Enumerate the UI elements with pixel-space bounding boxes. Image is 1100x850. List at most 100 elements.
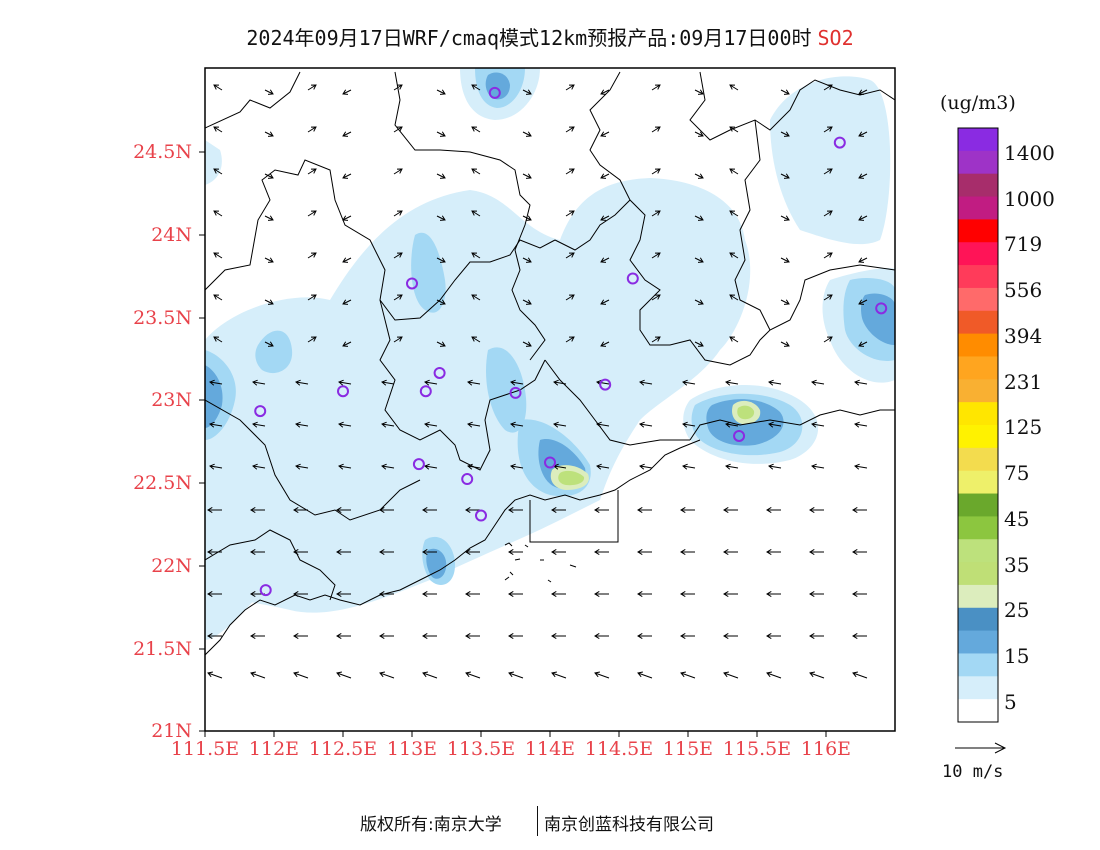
- wind-arrow: [729, 84, 739, 91]
- lat-label-24: 24N: [151, 224, 192, 246]
- wind-arrow: [379, 506, 394, 514]
- lon-label-112: 112E: [248, 738, 300, 760]
- legend-swatch: [958, 539, 998, 563]
- wind-arrow: [694, 257, 704, 263]
- wind-arrow: [723, 671, 739, 679]
- wind-arrow: [594, 632, 609, 640]
- wind-arrow: [823, 336, 833, 343]
- wind-arrow: [336, 506, 351, 514]
- wind-arrow: [551, 506, 566, 514]
- footer-divider: [537, 806, 538, 836]
- wind-arrow: [694, 299, 704, 305]
- legend-level-45: 45: [1004, 507, 1030, 531]
- footer-partner: 南京创蓝科技有限公司: [544, 815, 714, 835]
- legend-level-25: 25: [1004, 598, 1030, 622]
- wind-arrow: [729, 168, 739, 175]
- wind-arrow: [766, 671, 782, 679]
- wind-arrow: [522, 341, 532, 347]
- wind-arrow: [729, 336, 739, 343]
- wind-arrow: [811, 421, 825, 428]
- wind-arrow: [694, 341, 704, 347]
- lon-label-115-5: 115.5E: [722, 738, 792, 760]
- wind-arrow: [651, 252, 661, 259]
- wind-arrow: [565, 294, 575, 301]
- station-marker: [626, 272, 639, 285]
- wind-arrow: [465, 671, 481, 679]
- wind-arrow: [207, 632, 222, 640]
- wind-arrow: [858, 89, 868, 95]
- wind-arrow: [858, 215, 868, 221]
- legend-level-5: 5: [1004, 690, 1017, 714]
- wind-arrow: [596, 463, 610, 470]
- legend-swatch: [958, 607, 998, 632]
- lon-label-113: 113E: [386, 738, 438, 760]
- wind-arrow: [809, 671, 825, 679]
- lat-label-21: 21N: [151, 720, 192, 742]
- wind-arrow: [307, 126, 317, 133]
- wind-arrow: [250, 632, 265, 640]
- wind-arrow: [522, 173, 532, 179]
- province-boundaries: [205, 71, 895, 656]
- wind-arrow: [780, 131, 790, 137]
- wind-arrow: [725, 421, 739, 428]
- legend-level-394: 394: [1004, 324, 1043, 348]
- wind-arrow: [809, 590, 824, 598]
- station-marker: [259, 584, 272, 597]
- wind-arrow: [436, 131, 446, 137]
- wind-arrow: [213, 126, 223, 133]
- station-marker: [544, 456, 556, 469]
- wind-arrow: [381, 379, 395, 386]
- footer-owner: 版权所有:南京大学: [360, 815, 502, 835]
- wind-arrow: [393, 336, 403, 343]
- wind-arrow: [293, 506, 308, 514]
- wind-arrow: [600, 341, 610, 347]
- wind-arrow: [823, 84, 833, 91]
- wind-arrow: [264, 341, 274, 347]
- wind-arrow: [682, 379, 696, 386]
- wind-arrow: [600, 299, 610, 305]
- legend-level-75: 75: [1004, 461, 1030, 485]
- wind-arrow: [379, 671, 395, 679]
- wind-arrow: [295, 463, 309, 470]
- legend-swatch: [958, 630, 998, 654]
- lat-label-24-5: 24.5N: [133, 141, 192, 163]
- legend-unit: (ug/m3): [940, 92, 1016, 114]
- wind-arrow: [858, 299, 868, 305]
- wind-arrow: [264, 131, 274, 137]
- wind-arrow: [295, 379, 309, 386]
- wind-arrow: [342, 131, 352, 137]
- legend-swatch: [958, 425, 998, 449]
- wind-arrow: [471, 126, 481, 133]
- wind-arrow: [436, 173, 446, 179]
- wind-arrow: [510, 463, 524, 470]
- wind-arrow: [766, 506, 781, 514]
- wind-arrow: [436, 257, 446, 263]
- wind-arrow: [651, 294, 661, 301]
- wind-arrow: [680, 590, 695, 598]
- wind-arrow: [694, 89, 704, 95]
- wind-arrow: [307, 210, 317, 217]
- wind-arrow: [508, 548, 523, 556]
- wind-arrow: [307, 84, 317, 91]
- wind-arrow: [637, 506, 652, 514]
- wind-arrow: [639, 379, 653, 386]
- wind-arrow: [600, 131, 610, 137]
- wind-arrow: [295, 421, 309, 428]
- title-text: 2024年09月17日WRF/cmaq模式12km预报产品:09月17日00时: [246, 26, 812, 50]
- wind-arrow: [553, 421, 567, 428]
- wind-arrow: [551, 590, 566, 598]
- lon-label-116: 116E: [800, 738, 852, 760]
- wind-arrow: [436, 89, 446, 95]
- wind-arrow: [436, 215, 446, 221]
- wind-arrow: [379, 632, 394, 640]
- station-marker: [509, 386, 522, 399]
- lat-label-23: 23N: [151, 389, 192, 411]
- wind-arrow: [639, 421, 653, 428]
- wind-arrow: [823, 168, 833, 175]
- wind-arrow: [725, 379, 739, 386]
- wind-arrow: [651, 336, 661, 343]
- wind-arrow: [293, 590, 308, 598]
- wind-arrow: [213, 252, 223, 259]
- station-marker: [875, 302, 888, 315]
